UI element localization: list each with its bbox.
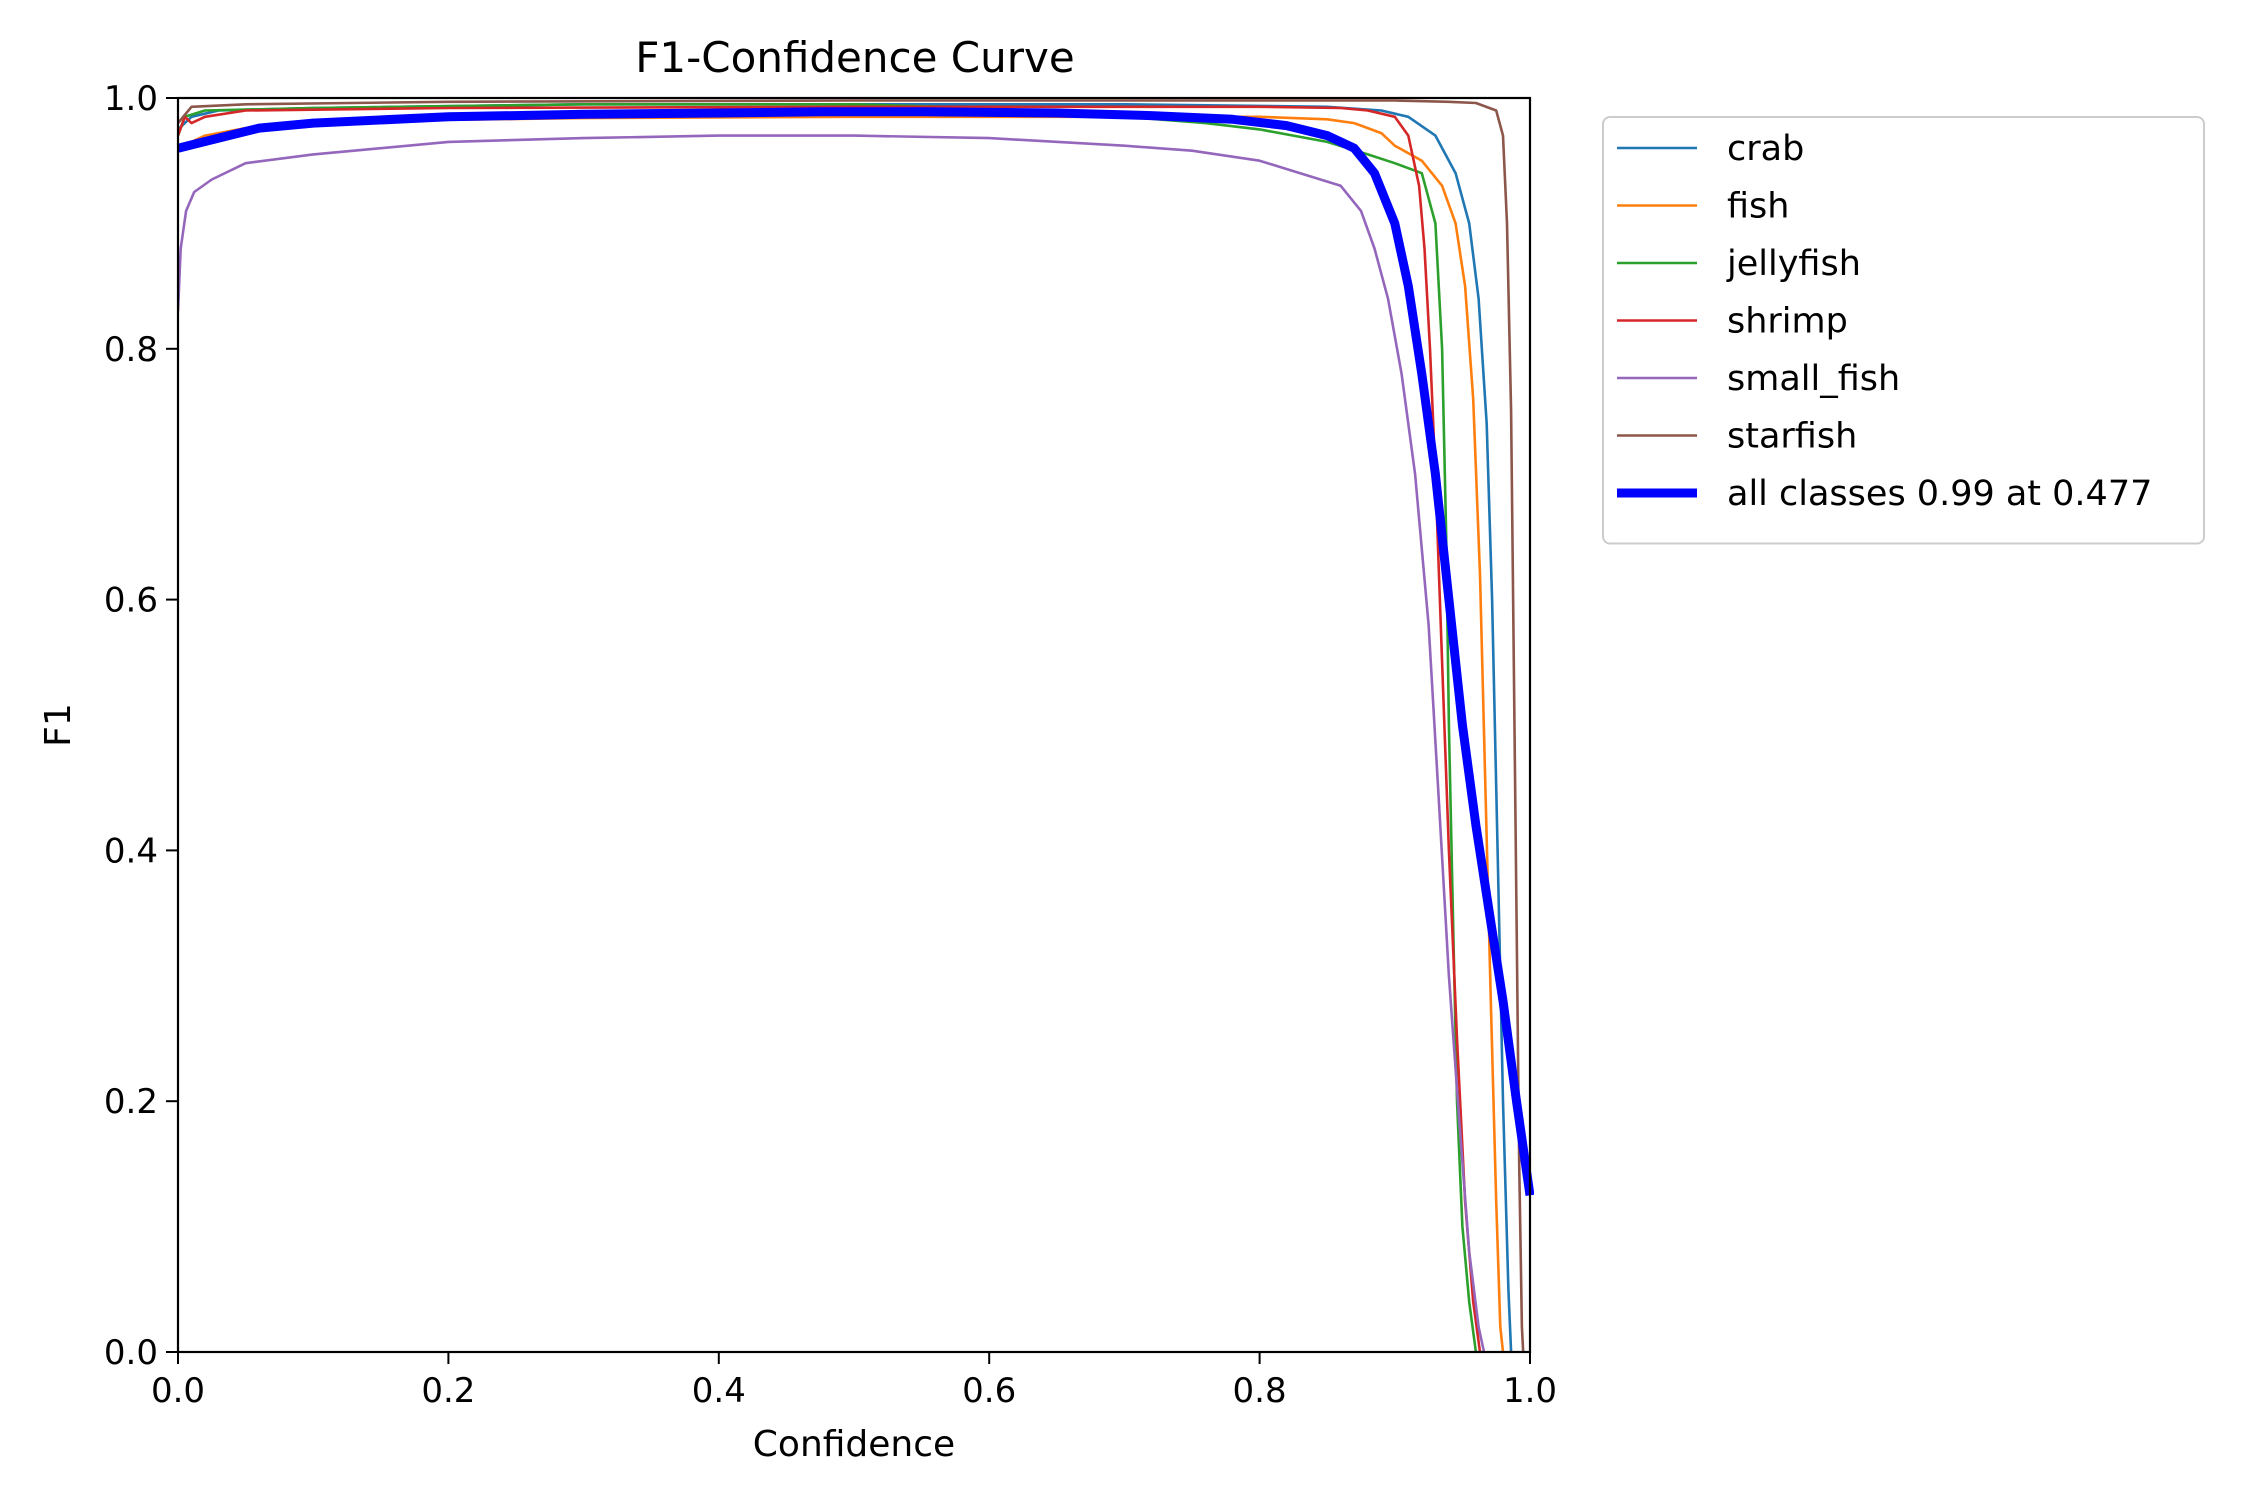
- y-tick-label: 0.6: [104, 581, 158, 621]
- y-tick-label: 0.4: [104, 831, 158, 871]
- legend-label: starfish: [1727, 417, 1857, 457]
- legend-entry: starfish: [1617, 417, 1857, 457]
- series-line-all: [178, 107, 1534, 1196]
- plot-frame: [176, 96, 1532, 1354]
- legend-entry: jellyfish: [1617, 244, 1861, 284]
- y-tick-label: 0.8: [104, 330, 158, 370]
- series-line-jellyfish: [178, 103, 1478, 1353]
- series-line-starfish: [178, 99, 1525, 1353]
- legend-entry: all classes 0.99 at 0.477: [1617, 474, 2152, 514]
- series-line-fish: [178, 115, 1505, 1353]
- x-tick-label: 0.2: [421, 1371, 475, 1411]
- plot-area: [178, 99, 1534, 1353]
- x-tick-label: 0.4: [692, 1371, 746, 1411]
- x-tick-label: 0.8: [1233, 1371, 1287, 1411]
- legend-label: shrimp: [1727, 302, 1848, 342]
- series-line-small-fish: [178, 134, 1486, 1353]
- y-axis-label: F1: [38, 703, 79, 747]
- legend-label: jellyfish: [1726, 244, 1861, 284]
- legend-entry: shrimp: [1617, 302, 1848, 342]
- y-tick-label: 0.2: [104, 1082, 158, 1122]
- x-tick-label: 0.6: [962, 1371, 1016, 1411]
- chart-title: F1-Confidence Curve: [635, 33, 1074, 82]
- series-line-crab: [178, 103, 1513, 1353]
- y-tick-label: 1.0: [104, 79, 158, 119]
- x-tick-label: 0.0: [151, 1371, 205, 1411]
- legend-entry: crab: [1617, 129, 1804, 169]
- x-axis: 0.0 0.2 0.4 0.6 0.8 1.0: [151, 1352, 1557, 1411]
- legend-box: [1602, 116, 2205, 545]
- legend-entry: fish: [1617, 187, 1789, 227]
- y-tick-label: 0.0: [104, 1333, 158, 1373]
- legend-label: crab: [1727, 129, 1804, 169]
- legend: crab fish jellyfish shrimp small_fishstarfis…: [1602, 116, 2205, 545]
- legend-entry: small_fish: [1617, 359, 1900, 399]
- series-line-shrimp: [178, 105, 1482, 1353]
- legend-label: fish: [1727, 187, 1789, 227]
- legend-label: small_fish: [1727, 359, 1900, 399]
- y-axis: 0.0 0.2 0.4 0.6 0.8 1.0: [104, 79, 178, 1373]
- x-axis-label: Confidence: [753, 1424, 955, 1465]
- x-tick-label: 1.0: [1503, 1371, 1557, 1411]
- legend-label: all classes 0.99 at 0.477: [1727, 474, 2152, 514]
